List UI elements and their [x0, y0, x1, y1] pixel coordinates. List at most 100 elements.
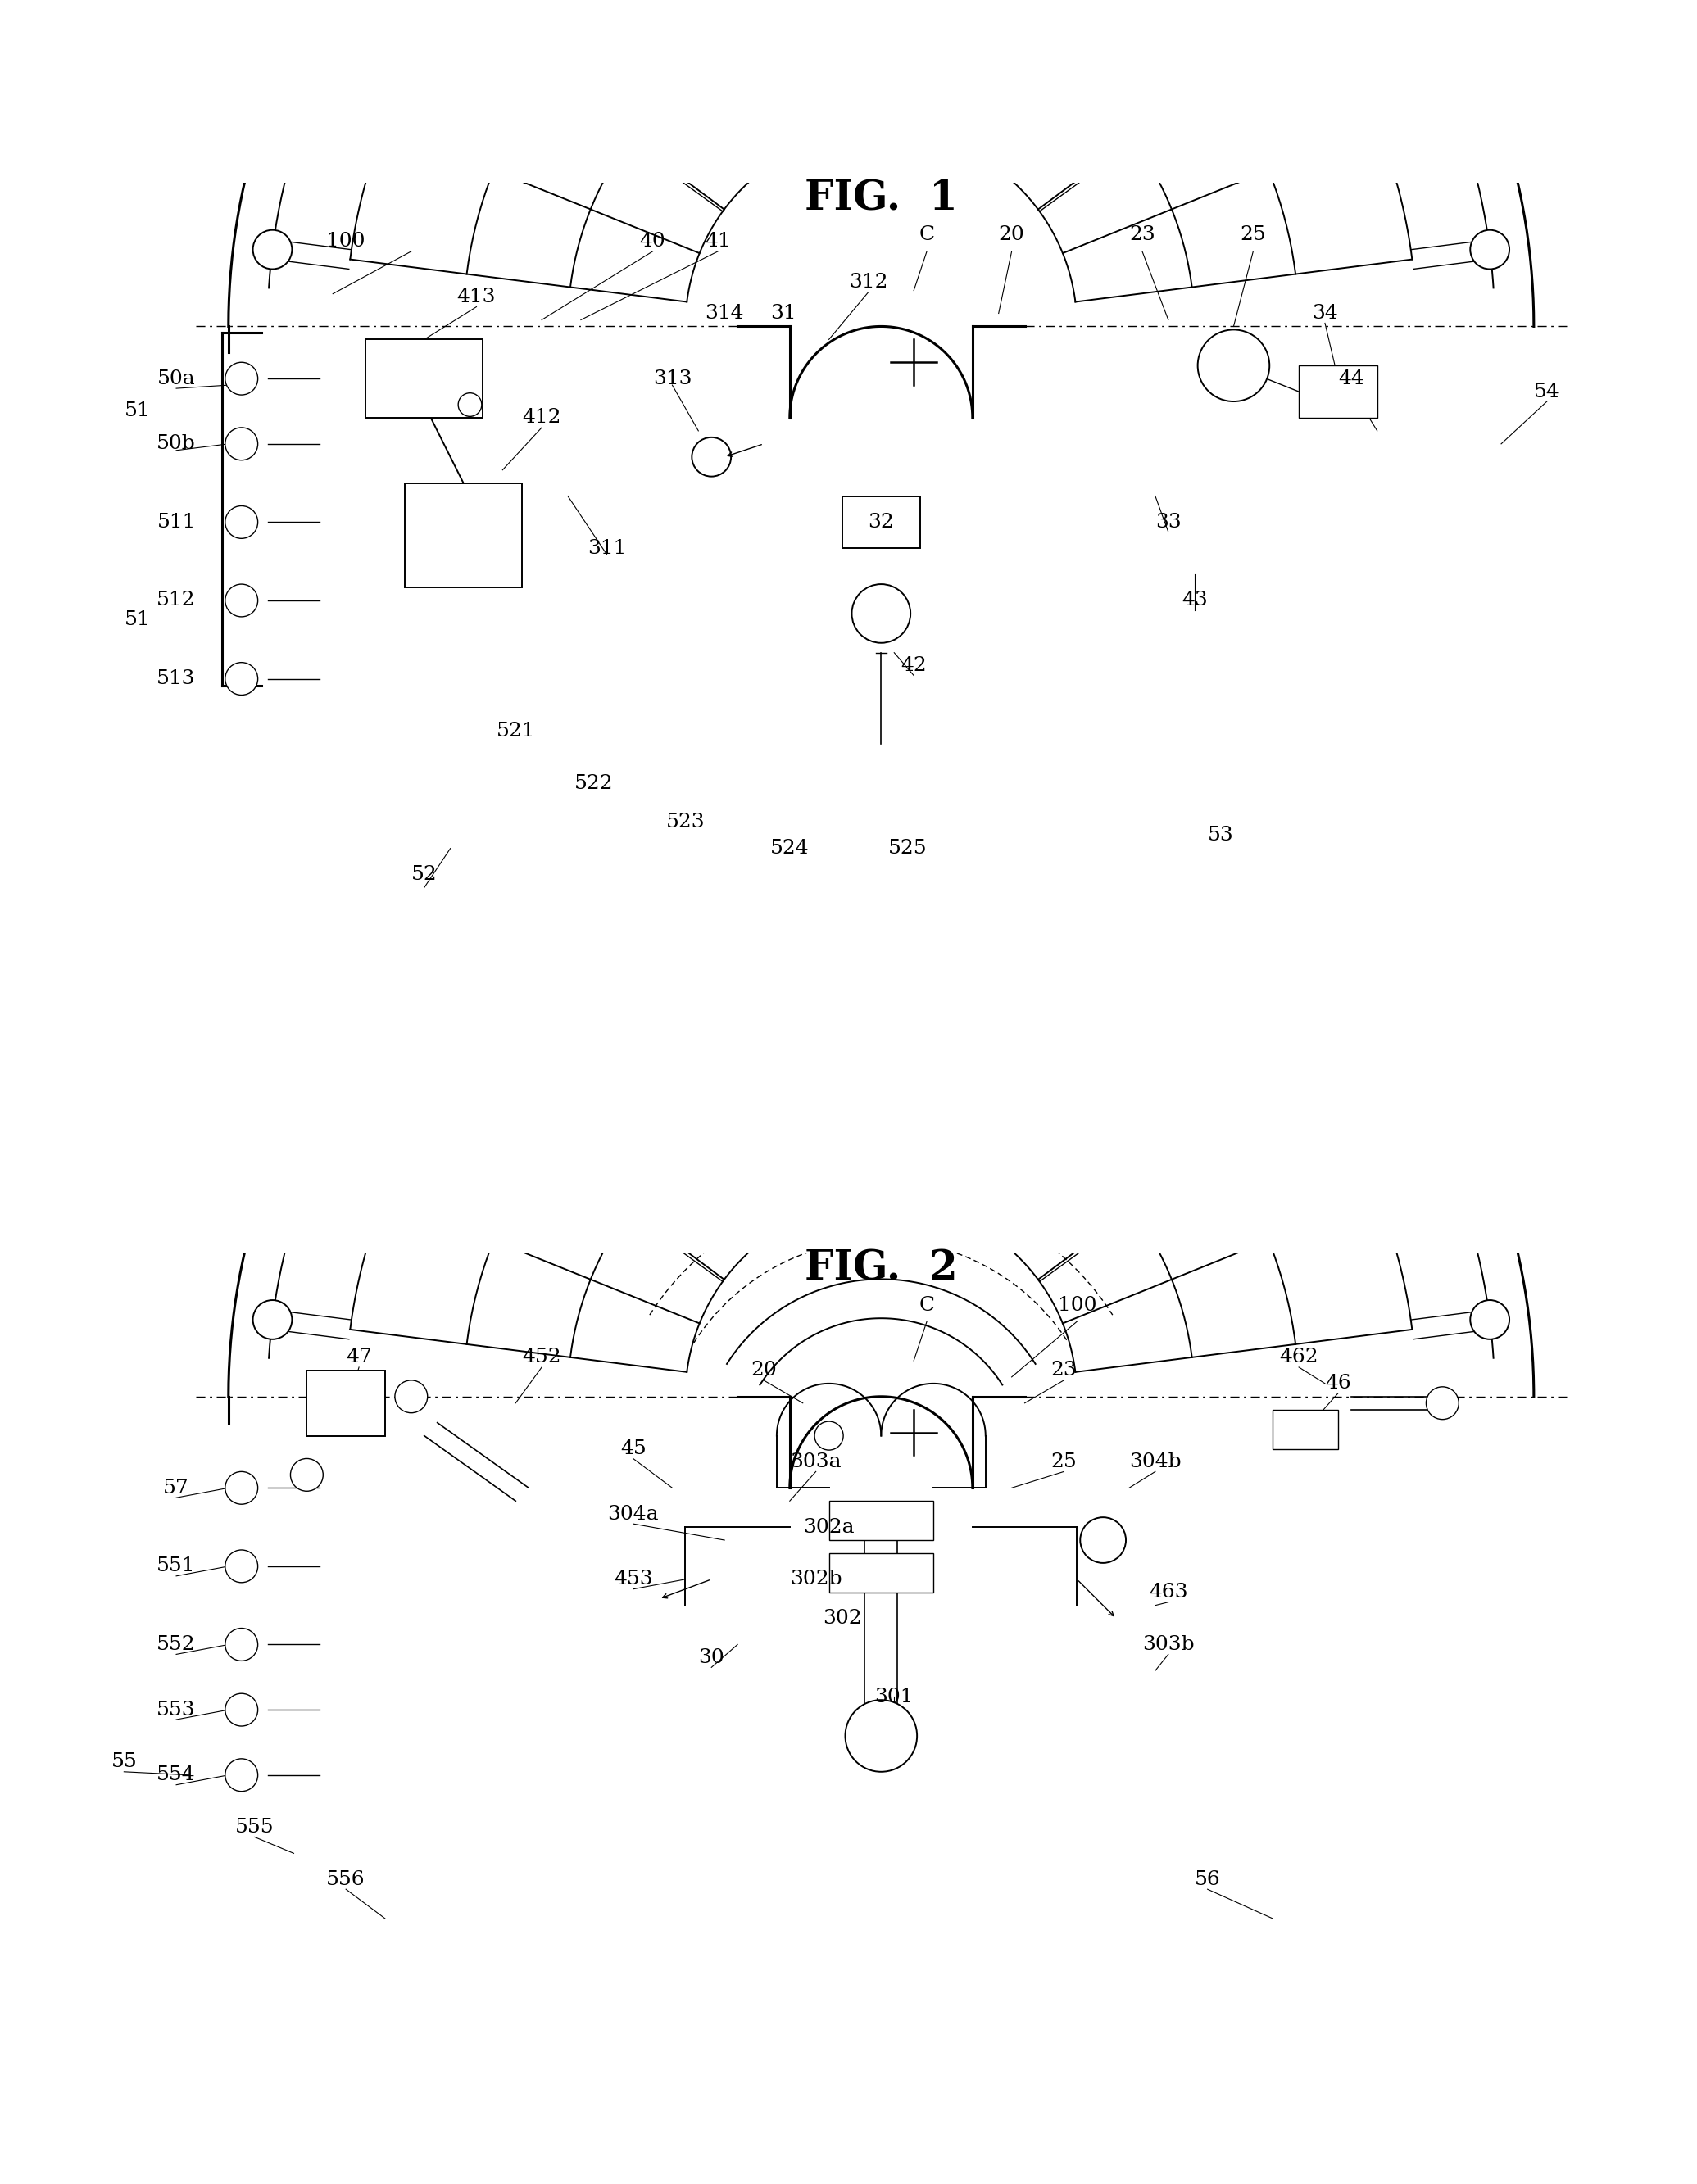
- Circle shape: [226, 363, 258, 395]
- Circle shape: [226, 583, 258, 616]
- Text: 50a: 50a: [158, 369, 195, 389]
- Text: FIG.  1: FIG. 1: [804, 179, 957, 218]
- Text: 34: 34: [1312, 304, 1337, 323]
- Text: C: C: [920, 225, 935, 245]
- Bar: [1298, 365, 1378, 417]
- Circle shape: [1470, 229, 1509, 269]
- Text: 553: 553: [156, 1701, 195, 1719]
- Text: 41: 41: [704, 232, 731, 251]
- Text: 33: 33: [1156, 513, 1181, 531]
- Circle shape: [1470, 1299, 1509, 1339]
- Text: 32: 32: [869, 513, 894, 531]
- Circle shape: [1434, 87, 1475, 127]
- Text: 511: 511: [156, 513, 195, 531]
- Circle shape: [226, 507, 258, 539]
- Bar: [828, 1553, 933, 1592]
- Circle shape: [226, 1758, 258, 1791]
- Text: 25: 25: [1050, 1452, 1078, 1472]
- Text: 23: 23: [1129, 225, 1156, 245]
- Text: 42: 42: [901, 657, 927, 675]
- Text: FIG.  2: FIG. 2: [804, 1249, 957, 1289]
- Text: 46: 46: [1325, 1374, 1351, 1393]
- Text: 453: 453: [614, 1570, 653, 1588]
- Bar: [842, 496, 920, 548]
- Circle shape: [1425, 1387, 1459, 1420]
- Text: 463: 463: [1149, 1583, 1188, 1601]
- Text: 513: 513: [156, 668, 195, 688]
- Circle shape: [226, 1551, 258, 1583]
- Text: 100: 100: [326, 232, 365, 251]
- Circle shape: [226, 428, 258, 461]
- Circle shape: [852, 583, 911, 642]
- Text: 302a: 302a: [803, 1518, 855, 1538]
- Text: 23: 23: [1050, 1361, 1078, 1380]
- Text: 462: 462: [1280, 1348, 1319, 1367]
- Text: 556: 556: [326, 1870, 365, 1889]
- Text: 551: 551: [156, 1557, 195, 1575]
- Text: 555: 555: [236, 1817, 273, 1837]
- Text: 512: 512: [156, 592, 195, 609]
- Text: 51: 51: [124, 402, 149, 422]
- Text: 57: 57: [163, 1479, 190, 1498]
- Circle shape: [226, 662, 258, 695]
- Circle shape: [226, 1629, 258, 1660]
- Text: 304b: 304b: [1129, 1452, 1181, 1472]
- Text: 312: 312: [848, 273, 888, 290]
- Circle shape: [845, 1699, 916, 1771]
- Circle shape: [1015, 782, 1054, 821]
- Bar: [365, 339, 484, 417]
- Circle shape: [226, 1472, 258, 1505]
- Circle shape: [253, 1299, 292, 1339]
- Text: 303a: 303a: [791, 1452, 842, 1472]
- Circle shape: [1269, 919, 1310, 959]
- Bar: [404, 483, 523, 587]
- Text: 523: 523: [665, 812, 704, 832]
- Text: 43: 43: [1181, 592, 1208, 609]
- Circle shape: [1151, 836, 1190, 876]
- Text: 44: 44: [1337, 369, 1364, 389]
- Text: 525: 525: [888, 839, 927, 858]
- Text: 303b: 303b: [1142, 1636, 1195, 1653]
- Text: 31: 31: [770, 304, 796, 323]
- Circle shape: [226, 1693, 258, 1725]
- Circle shape: [290, 1459, 322, 1492]
- Text: 313: 313: [653, 369, 692, 389]
- Text: 20: 20: [998, 225, 1025, 245]
- Text: 30: 30: [699, 1649, 725, 1666]
- Circle shape: [1434, 1158, 1475, 1197]
- Text: 52: 52: [411, 865, 438, 885]
- Text: 301: 301: [874, 1688, 913, 1706]
- Text: 314: 314: [704, 304, 743, 323]
- Circle shape: [458, 393, 482, 417]
- Text: 40: 40: [640, 232, 665, 251]
- Text: 50b: 50b: [156, 435, 195, 454]
- Circle shape: [938, 769, 977, 808]
- Text: 100: 100: [1057, 1295, 1096, 1315]
- Text: 304a: 304a: [608, 1505, 658, 1524]
- Text: 522: 522: [575, 773, 613, 793]
- Text: 413: 413: [456, 288, 496, 306]
- Text: 47: 47: [346, 1348, 372, 1367]
- Circle shape: [356, 1029, 395, 1068]
- Circle shape: [636, 806, 675, 845]
- Circle shape: [1222, 880, 1261, 919]
- Text: C: C: [920, 1295, 935, 1315]
- Circle shape: [395, 1380, 428, 1413]
- Text: 53: 53: [1208, 826, 1234, 845]
- Circle shape: [692, 437, 731, 476]
- Circle shape: [501, 880, 540, 919]
- Circle shape: [453, 919, 492, 959]
- Text: 302b: 302b: [789, 1570, 842, 1588]
- Circle shape: [1198, 330, 1269, 402]
- Text: 552: 552: [156, 1636, 195, 1653]
- Bar: [307, 1372, 385, 1435]
- Circle shape: [709, 782, 748, 821]
- Text: 302: 302: [823, 1610, 862, 1627]
- Circle shape: [784, 769, 823, 808]
- Text: 524: 524: [770, 839, 809, 858]
- Text: 521: 521: [496, 721, 535, 740]
- Polygon shape: [602, 98, 733, 177]
- Text: 56: 56: [1195, 1870, 1220, 1889]
- Circle shape: [1366, 1029, 1407, 1068]
- Text: 45: 45: [619, 1439, 647, 1459]
